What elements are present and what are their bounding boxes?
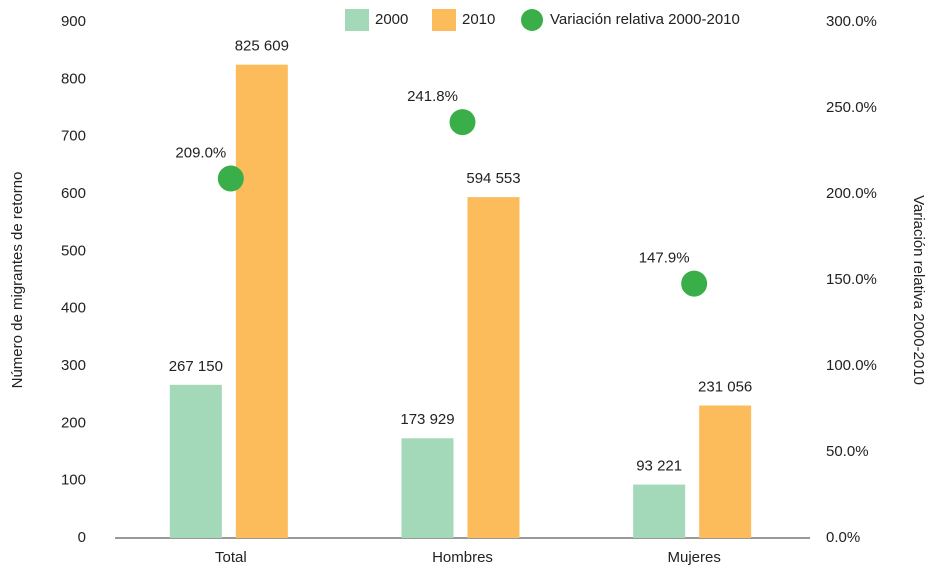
data-label: 93 221 — [636, 458, 682, 475]
y-axis-label: Número de migrantes de retorno — [9, 172, 26, 389]
y-tick-label: 900 — [61, 13, 86, 30]
dot — [449, 109, 476, 136]
x-tick-label: Total — [215, 549, 247, 566]
data-label: 241.8% — [407, 88, 458, 105]
y2-tick-label: 50.0% — [826, 443, 869, 460]
bar — [633, 484, 686, 538]
data-label: 594 553 — [466, 170, 520, 187]
y2-tick-label: 300.0% — [826, 13, 877, 30]
y2-tick-label: 0.0% — [826, 529, 860, 546]
x-tick-label: Hombres — [432, 549, 493, 566]
data-label: 209.0% — [175, 144, 226, 161]
bar — [699, 405, 752, 538]
data-label: 267 150 — [169, 358, 223, 375]
legend-label: 2010 — [462, 11, 495, 28]
legend-label: Variación relativa 2000-2010 — [550, 11, 740, 28]
y2-tick-label: 250.0% — [826, 99, 877, 116]
x-tick-label: Mujeres — [667, 549, 720, 566]
bar — [401, 438, 454, 538]
data-label: 825 609 — [235, 38, 289, 55]
y-tick-label: 600 — [61, 185, 86, 202]
y2-axis-label: Variación relativa 2000-2010 — [910, 195, 927, 385]
dot — [681, 270, 708, 297]
y2-tick-label: 150.0% — [826, 271, 877, 288]
bar — [169, 384, 222, 538]
y-tick-label: 300 — [61, 357, 86, 374]
legend-swatch — [345, 9, 369, 31]
data-label: 231 056 — [698, 378, 752, 395]
y-tick-label: 200 — [61, 414, 86, 431]
legend-label: 2000 — [375, 11, 408, 28]
y-tick-label: 800 — [61, 70, 86, 87]
y2-tick-label: 100.0% — [826, 357, 877, 374]
legend-swatch — [521, 9, 543, 31]
data-label: 173 929 — [400, 411, 454, 428]
legend-swatch — [432, 9, 456, 31]
y-tick-label: 500 — [61, 242, 86, 259]
dot — [217, 165, 244, 192]
y-tick-label: 100 — [61, 472, 86, 489]
bar — [467, 197, 520, 539]
y2-tick-label: 200.0% — [826, 185, 877, 202]
y-tick-label: 400 — [61, 300, 86, 317]
bar — [235, 64, 288, 538]
data-label: 147.9% — [639, 250, 690, 267]
y-tick-label: 700 — [61, 128, 86, 145]
y-tick-label: 0 — [78, 529, 86, 546]
